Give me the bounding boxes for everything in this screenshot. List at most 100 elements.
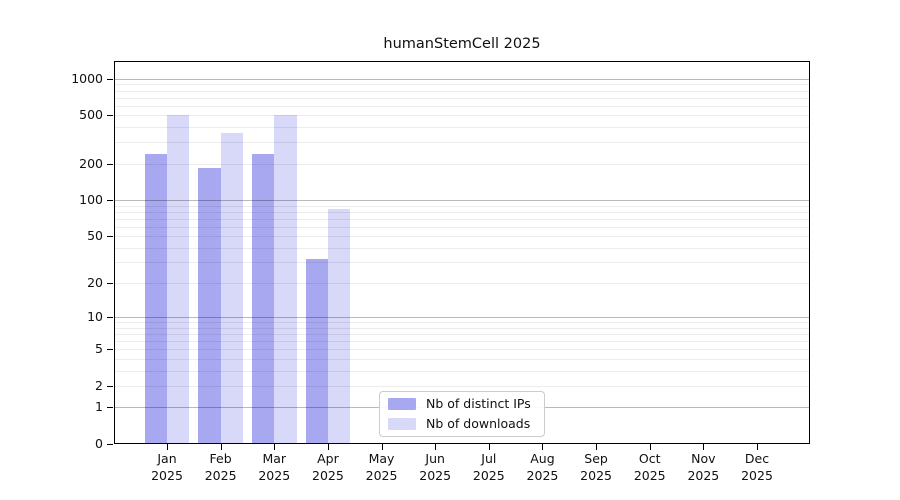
y-tick-label: 20	[87, 275, 103, 291]
year-label: 2025	[633, 467, 666, 483]
y-tick-label: 50	[87, 228, 103, 244]
x-tick-label: Aug 2025	[515, 451, 569, 484]
month-label: Mar	[262, 451, 287, 466]
x-axis-tick	[435, 444, 437, 450]
y-axis-tick	[107, 200, 113, 202]
year-label: 2025	[365, 467, 398, 483]
major-gridline	[115, 78, 809, 80]
year-label: 2025	[419, 467, 452, 483]
year-label: 2025	[204, 467, 237, 483]
month-label: Nov	[691, 451, 716, 466]
month-label: Apr	[317, 451, 339, 466]
minor-gridline	[115, 142, 809, 144]
bar-downloads	[327, 209, 351, 444]
year-label: 2025	[526, 467, 559, 483]
x-axis-tick	[596, 444, 598, 450]
legend-label-downloads: Nb of downloads	[426, 416, 531, 431]
x-axis-tick	[274, 444, 276, 450]
month-label: Dec	[744, 451, 770, 466]
year-label: 2025	[151, 467, 183, 483]
month-label: Jul	[481, 451, 497, 466]
y-tick-label: 1	[95, 399, 103, 415]
legend-entry-downloads: Nb of downloads	[388, 416, 536, 432]
y-axis-tick	[107, 78, 113, 80]
legend: Nb of distinct IPs Nb of downloads	[379, 391, 545, 437]
y-tick-label: 100	[79, 192, 103, 208]
major-gridline	[115, 200, 809, 202]
x-tick-label: Nov 2025	[676, 451, 730, 484]
x-axis-tick	[381, 444, 383, 450]
bar-downloads	[274, 115, 297, 444]
plot-border	[114, 61, 810, 444]
minor-gridline	[115, 349, 809, 351]
y-axis-tick	[107, 407, 113, 409]
minor-gridline	[115, 247, 809, 249]
minor-gridline	[115, 283, 809, 285]
y-axis-tick	[107, 163, 113, 165]
year-label: 2025	[741, 467, 773, 483]
legend-entry-distinct-ips: Nb of distinct IPs	[388, 396, 536, 412]
legend-swatch-downloads	[388, 418, 416, 430]
minor-gridline	[115, 97, 809, 99]
bar-distinct-ips	[144, 154, 167, 444]
legend-label-distinct-ips: Nb of distinct IPs	[426, 396, 531, 411]
x-axis-tick	[703, 444, 705, 450]
minor-gridline	[115, 385, 809, 387]
x-axis-tick	[542, 444, 544, 450]
y-axis-tick	[107, 236, 113, 238]
minor-gridline	[115, 334, 809, 336]
x-tick-label: Jul 2025	[462, 451, 516, 484]
month-label: May	[368, 451, 395, 466]
major-gridline	[115, 317, 809, 319]
x-tick-label: Apr 2025	[301, 451, 355, 484]
x-tick-label: Mar 2025	[247, 451, 301, 484]
x-tick-label: Feb 2025	[194, 451, 248, 484]
month-label: Oct	[638, 451, 661, 466]
minor-gridline	[115, 370, 809, 372]
bar-distinct-ips	[198, 167, 221, 444]
y-axis-tick	[107, 115, 113, 117]
x-axis-tick	[327, 444, 329, 450]
month-label: Aug	[530, 451, 555, 466]
y-tick-label: 10	[87, 309, 103, 325]
y-axis-tick	[107, 349, 113, 351]
month-label: Sep	[584, 451, 608, 466]
x-tick-label: Jan 2025	[140, 451, 194, 484]
legend-swatch-distinct-ips	[388, 398, 416, 410]
y-tick-label: 2	[95, 377, 103, 393]
x-tick-label: May 2025	[355, 451, 409, 484]
y-axis-tick	[107, 317, 113, 319]
year-label: 2025	[472, 467, 505, 483]
year-label: 2025	[580, 467, 612, 483]
y-tick-label: 500	[79, 107, 103, 123]
x-axis-tick	[649, 444, 651, 450]
minor-gridline	[115, 205, 809, 207]
chart-title: humanStemCell 2025	[383, 36, 541, 52]
month-label: Jun	[425, 451, 445, 466]
minor-gridline	[115, 211, 809, 213]
y-axis-tick	[107, 283, 113, 285]
minor-gridline	[115, 105, 809, 107]
year-label: 2025	[687, 467, 720, 483]
minor-gridline	[115, 90, 809, 92]
minor-gridline	[115, 84, 809, 86]
x-tick-label: Sep 2025	[569, 451, 623, 484]
y-tick-label: 200	[79, 155, 103, 171]
month-label: Feb	[209, 451, 232, 466]
x-axis-tick	[488, 444, 490, 450]
minor-gridline	[115, 226, 809, 228]
month-label: Jan	[157, 451, 177, 466]
y-tick-label: 1000	[71, 70, 103, 86]
bar-distinct-ips	[251, 154, 275, 444]
minor-gridline	[115, 218, 809, 220]
x-tick-label: Dec 2025	[730, 451, 784, 484]
y-tick-label: 5	[95, 341, 103, 357]
y-axis-tick	[107, 444, 113, 445]
bar-distinct-ips	[305, 259, 328, 444]
y-tick-label: 0	[95, 436, 103, 451]
minor-gridline	[115, 262, 809, 264]
x-axis-tick	[757, 444, 758, 450]
minor-gridline	[115, 358, 809, 360]
bar-downloads	[167, 115, 190, 444]
